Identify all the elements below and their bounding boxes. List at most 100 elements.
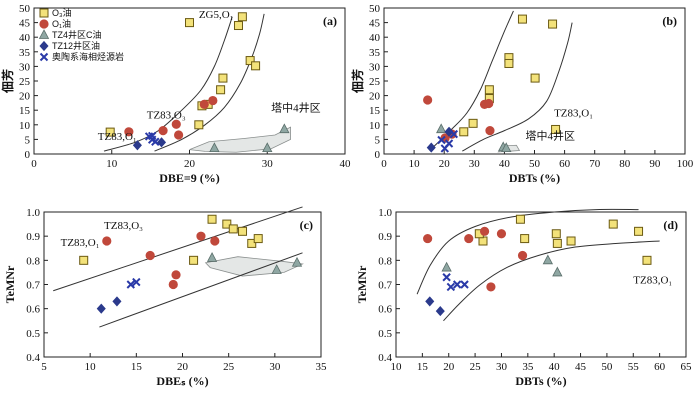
o3-oil-point <box>548 19 558 29</box>
x-tick-label: 60 <box>654 361 666 373</box>
o1-oil-point <box>464 233 474 244</box>
tz12-oil-point <box>426 142 436 153</box>
annotation: TZ83,O₃ <box>104 220 143 232</box>
tz4-oil-point <box>501 142 512 153</box>
annotation: TZ83,O₁ <box>98 131 137 143</box>
y-tick-label: 0.6 <box>378 304 392 316</box>
tz12-oil-point <box>444 126 454 137</box>
tz12-oil-point <box>425 296 435 307</box>
x-tick-label: 40 <box>340 158 352 170</box>
y-tick-label: 0.4 <box>378 352 392 364</box>
o3-oil-point <box>634 226 644 236</box>
o3-oil-point <box>222 219 232 229</box>
legend-label: TZ4井区C油 <box>52 29 102 40</box>
y-axis-label: TeMNr <box>355 265 369 303</box>
y-tick-label: 1.0 <box>26 207 40 219</box>
annotation: TZ83,O₁ <box>633 274 672 286</box>
y-tick-label: 0.6 <box>26 304 40 316</box>
o1-oil-point <box>102 236 112 246</box>
x-tick-label: 30 <box>262 158 274 170</box>
o3-oil-point <box>251 61 261 71</box>
y-tick-label: 0.7 <box>378 280 392 292</box>
o1-oil-point <box>423 95 433 105</box>
panel-b: 0 10 20 30 40 50 60 70 80 90 100051015202530354045… <box>350 3 694 185</box>
tz12-oil-point <box>96 303 106 314</box>
x-tick-label: 100 <box>677 158 694 170</box>
annotation: TZ83,O₁ <box>554 108 593 120</box>
y-tick-label: 0 <box>375 149 381 161</box>
annotation: TZ83,O₁ <box>61 237 100 249</box>
y-tick-label: 25 <box>369 76 381 88</box>
y-tick-label: 25 <box>19 76 31 88</box>
o3-oil-point <box>608 219 618 229</box>
x-tick-label: 65 <box>681 361 693 373</box>
tz4-oil-point <box>279 123 290 134</box>
source-point <box>460 280 469 289</box>
x-tick-label: 60 <box>559 158 571 170</box>
x-tick-label: 50 <box>529 158 541 170</box>
o3-oil-point <box>105 127 115 137</box>
y-tick-label: 20 <box>369 91 381 103</box>
x-tick-label: 55 <box>628 361 640 373</box>
x-tick-label: 20 <box>177 361 189 373</box>
tz4-region <box>189 126 291 153</box>
x-tick-label: 35 <box>522 361 534 373</box>
legend-label: O₁油 <box>52 18 71 29</box>
x-tick-label: 40 <box>549 361 561 373</box>
tz4-oil-point <box>552 266 563 277</box>
x-tick-label: 80 <box>619 158 631 170</box>
source-point <box>452 280 462 289</box>
y-tick-label: 0.4 <box>26 352 40 364</box>
source-point <box>449 129 459 139</box>
o1-oil-point <box>171 119 181 129</box>
y-tick-label: 5 <box>25 134 31 146</box>
x-axis-label: DBTs (%) <box>515 374 566 388</box>
x-tick-label: 35 <box>316 361 328 373</box>
y-tick-label: 50 <box>19 3 31 15</box>
y-axis-label: TeMNr <box>3 265 17 303</box>
source-point <box>442 273 451 282</box>
y-tick-label: 10 <box>19 120 31 132</box>
y-tick-label: 40 <box>369 32 381 44</box>
o1-oil-point <box>171 270 181 280</box>
y-tick-label: 0.5 <box>26 328 40 340</box>
o3-oil-point <box>515 214 525 224</box>
x-tick-label: 20 <box>439 158 451 170</box>
panel-c: 5 10 15 20 25 30 35 0.4 0.5 0.6 0.7 0.8 0.9 1.0 DBEₛ (… <box>3 206 328 388</box>
source-point <box>126 280 136 289</box>
y-tick-label: 10 <box>369 120 381 132</box>
y-tick-label: 45 <box>369 18 381 30</box>
annotation: 塔中4井区 <box>525 128 575 142</box>
y-tick-label: 0.8 <box>26 255 40 267</box>
tz4-oil-point <box>209 142 220 153</box>
o1-oil-legend-marker <box>39 19 49 29</box>
o3-oil-point <box>530 73 540 83</box>
x-tick-label: 30 <box>469 158 481 170</box>
panel-label: (a) <box>323 14 337 28</box>
o3-oil-point <box>253 234 263 244</box>
y-tick-label: 15 <box>369 105 381 117</box>
tz12-oil-point <box>435 305 445 317</box>
o3-oil-point <box>459 127 469 137</box>
x-tick-label: 20 <box>184 158 196 170</box>
o3-oil-legend-marker <box>39 8 49 18</box>
tz4-oil-point <box>542 254 554 265</box>
o3-oil-point <box>642 255 652 265</box>
o3-oil-point <box>484 85 494 95</box>
x-tick-label: 40 <box>499 158 511 170</box>
tz4-oil-point <box>271 264 282 274</box>
trend-curve-1 <box>53 206 303 292</box>
o3-oil-point <box>194 120 204 130</box>
o1-oil-point <box>210 236 220 246</box>
y-axis-label: 佃芳 <box>0 69 15 94</box>
tz4-oil-legend-marker <box>38 29 50 39</box>
o1-oil-point <box>145 250 155 261</box>
o1-oil-point <box>199 99 209 109</box>
o3-oil-point <box>517 14 527 24</box>
y-tick-label: 15 <box>19 105 31 117</box>
o1-oil-point <box>124 127 134 137</box>
trend-curve-2 <box>99 252 303 328</box>
y-tick-label: 35 <box>369 47 381 59</box>
y-tick-label: 20 <box>19 91 31 103</box>
